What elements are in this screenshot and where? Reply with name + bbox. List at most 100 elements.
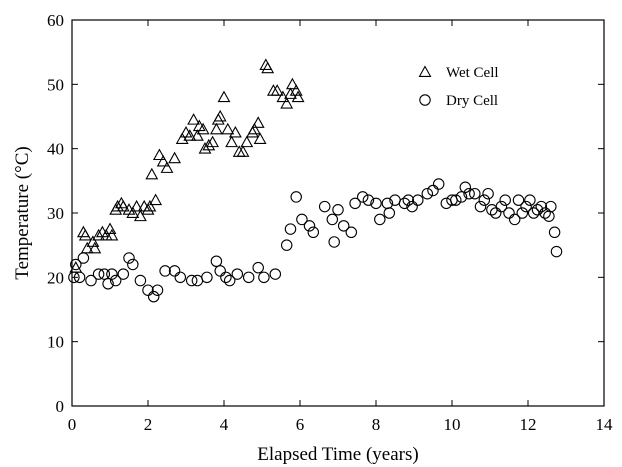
wet-cell-point [266,84,280,96]
dry-cell-point [159,265,171,277]
wet-cell-point [202,138,216,151]
wet-cell-point [232,145,246,157]
wet-cell-point [116,199,130,212]
x-tick-label: 4 [220,415,229,434]
dry-cell-point [524,194,536,206]
wet-cell-point [240,135,254,148]
dry-cell-point [127,258,139,271]
dry-cell-point [168,265,181,277]
dry-cell-point [70,258,82,271]
wet-cell-point [198,142,212,154]
wet-cell-point [130,199,144,212]
plot-frame [71,19,605,407]
wet-cell-point [86,235,100,247]
wet-cell-point [291,90,305,103]
dry-cell-point [73,271,86,284]
wet-cell-point [88,241,102,254]
y-tick-label: 40 [47,140,64,159]
wet-cell-point [141,203,155,215]
dry-cell-point [134,274,147,287]
dry-cell-point [478,194,491,206]
dry-cell-point [102,278,114,290]
wet-cell-point [259,58,273,70]
dry-cell-point [326,213,339,226]
wet-cell-point [217,90,231,103]
dry-cell-point [318,200,331,213]
x-tick-label: 12 [520,415,537,434]
wet-cell-point [133,209,147,222]
wet-cell-point [109,203,123,215]
dry-cell-point [201,271,213,284]
dry-cell-point [412,194,424,206]
dry-cell-point [296,213,308,226]
dry-cell-point [123,252,135,264]
wet-cell-point [183,129,197,141]
dry-cell-point [356,191,369,203]
wet-cell-point [179,125,193,138]
dry-cell-point [374,213,386,226]
dry-cell-point [499,194,511,206]
wet-cell-point [160,161,174,173]
legend: Wet Cell Dry Cell [418,65,499,109]
wet-cell-point [190,129,204,141]
dry-cell-point [539,207,551,219]
dry-cell-point [142,284,154,296]
dry-cell-point [512,194,525,206]
dry-cell-point [220,271,232,284]
y-axis-title: Temperature (°C) [12,146,33,279]
y-tick-label: 10 [47,333,64,352]
dry-cell-point [303,220,316,232]
y-tick-label: 60 [47,11,64,30]
dry-cell-point [269,268,282,280]
dry-cell-point [370,197,382,210]
wet-cell-point [270,84,284,96]
x-tick-label: 10 [444,415,461,434]
dry-cell-point [427,184,439,197]
wet-cell-point [276,90,290,103]
dry-cell-point [495,200,508,213]
x-tick-label: 8 [372,415,381,434]
wet-cell-point [126,206,140,218]
x-tick-label: 14 [596,415,614,434]
y-tick-label: 50 [47,75,64,94]
dry-cell-point [503,207,515,219]
dry-cell-point [77,252,90,264]
dry-cell-point [328,236,340,248]
dry-cell-point [459,181,472,194]
wet-cell-point [187,113,201,125]
dry-cell-point [92,268,105,280]
dry-cell-point [455,191,468,203]
dry-cell-point [469,187,481,200]
wet-cell-point [196,122,210,135]
tick-labels: 0 2 4 6 8 10 12 14 0 10 20 30 40 50 60 [47,11,613,434]
dry-cell-point [398,197,411,210]
dry-cell-point [307,226,320,239]
wet-cell-point [206,135,220,148]
legend-triangle-icon [418,65,432,77]
wet-cell-point [168,151,182,164]
dry-cell-point [117,268,130,280]
y-tick-label: 0 [56,397,65,416]
series-dry-cell [68,178,563,303]
wet-cell-point [143,199,157,212]
dry-cell-point [242,271,255,284]
legend-label: Wet Cell [446,65,499,81]
wet-cell-point [209,122,223,135]
dry-cell-point [349,197,361,210]
wet-cell-point [236,145,250,157]
wet-cell-point [247,122,261,135]
y-tick-label: 20 [47,268,64,287]
data-points [68,58,563,303]
wet-cell-point [285,77,299,90]
y-tick-label: 30 [47,204,64,223]
wet-cell-point [261,61,275,74]
dry-cell-point [345,226,358,239]
wet-cell-point [192,119,206,132]
wet-cell-point [95,225,109,238]
dry-cell-point [406,200,418,213]
wet-cell-point [228,125,242,138]
dry-cell-point [85,274,97,287]
dry-cell-point [489,207,502,219]
wet-cell-point [145,167,159,180]
